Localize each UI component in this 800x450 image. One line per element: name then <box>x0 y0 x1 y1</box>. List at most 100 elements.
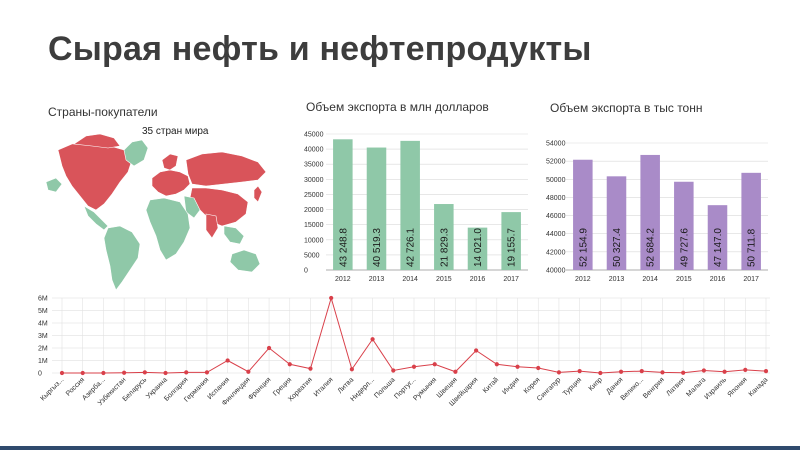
tons-y-tick: 54000 <box>546 141 566 148</box>
usd-value-label: 14 021.0 <box>473 228 484 267</box>
line-point <box>432 362 437 367</box>
line-point <box>577 369 582 374</box>
tons-value-label: 49 727.6 <box>679 228 690 267</box>
export-tons-chart-title: Объем экспорта в тыс тонн <box>550 101 703 115</box>
line-x-tick: Франция <box>247 376 272 401</box>
line-point <box>391 368 396 373</box>
tons-bar <box>606 176 627 270</box>
line-y-tick: 0 <box>38 371 42 378</box>
line-x-tick: Япония <box>727 376 749 398</box>
line-x-tick: Италия <box>313 376 335 398</box>
line-point <box>701 368 706 373</box>
line-x-tick: Израиль <box>703 376 728 401</box>
line-y-tick: 1M <box>38 358 48 365</box>
line-x-tick: Латвия <box>665 376 686 397</box>
line-x-tick: Корея <box>523 376 542 395</box>
tons-y-tick: 42000 <box>546 249 566 256</box>
line-point <box>142 370 147 375</box>
map-europe <box>151 169 191 197</box>
tons-bar <box>573 159 593 270</box>
tons-value-label: 47 147.0 <box>713 228 724 267</box>
line-y-tick: 3M <box>38 333 48 340</box>
line-x-tick: Китай <box>481 376 500 395</box>
line-point <box>80 370 85 376</box>
usd-x-tick: 2015 <box>436 276 452 283</box>
line-point <box>370 337 375 342</box>
usd-bar <box>501 212 521 270</box>
line-point <box>287 362 292 367</box>
tons-y-tick: 48000 <box>546 195 566 202</box>
tons-y-tick: 52000 <box>546 159 566 166</box>
map-japan <box>253 185 263 203</box>
usd-y-tick: 35000 <box>304 162 324 169</box>
tons-x-tick: 2017 <box>743 276 759 283</box>
line-point <box>536 365 541 371</box>
tons-x-tick: 2012 <box>575 276 591 283</box>
usd-x-tick: 2017 <box>503 276 519 283</box>
usd-bar <box>400 140 420 270</box>
usd-value-label: 43 248.8 <box>338 228 349 267</box>
line-point <box>494 362 499 367</box>
line-point <box>474 348 479 353</box>
tons-value-label: 50 711.8 <box>747 228 758 267</box>
line-x-tick: Кыргыз... <box>40 376 66 402</box>
line-y-tick: 4M <box>38 321 48 328</box>
usd-y-tick: 10000 <box>304 237 324 244</box>
line-point <box>59 370 65 376</box>
tons-x-tick: 2015 <box>676 276 692 283</box>
tons-x-tick: 2016 <box>710 276 726 283</box>
map-caption: Страны-покупатели <box>48 105 158 119</box>
line-point <box>225 358 230 363</box>
line-point <box>246 369 251 374</box>
usd-y-tick: 0 <box>304 268 308 275</box>
map-south-america <box>103 225 141 291</box>
line-x-tick: Дания <box>605 376 624 395</box>
map-greenland <box>123 139 149 167</box>
usd-y-tick: 30000 <box>304 177 324 184</box>
tons-value-label: 52 684.2 <box>646 228 657 267</box>
usd-x-tick: 2016 <box>470 276 486 283</box>
tons-value-label: 50 327.4 <box>612 228 623 267</box>
map-mexico <box>83 205 109 231</box>
map-africa <box>145 197 191 261</box>
line-x-tick: Турция <box>562 376 583 397</box>
line-point <box>204 370 210 375</box>
tons-x-tick: 2014 <box>642 276 658 283</box>
usd-x-tick: 2014 <box>402 276 418 283</box>
usd-bar <box>434 204 454 270</box>
line-point <box>618 369 624 374</box>
usd-y-tick: 40000 <box>304 147 324 154</box>
line-x-tick: Венгрия <box>642 376 666 400</box>
map-alaska <box>45 177 63 193</box>
usd-y-tick: 15000 <box>304 222 324 229</box>
usd-bar <box>366 147 387 270</box>
line-point <box>184 370 189 375</box>
tons-bar <box>640 154 660 270</box>
map-russia <box>185 151 267 187</box>
page-title: Сырая нефть и нефтепродукты <box>48 30 592 68</box>
usd-x-tick: 2013 <box>369 276 385 283</box>
line-point <box>411 364 417 369</box>
usd-value-label: 21 829.3 <box>439 228 450 267</box>
export-usd-chart-title: Объем экспорта в млн долларов <box>306 100 489 114</box>
bottom-strip <box>0 446 800 450</box>
line-x-tick: Кипр <box>588 376 604 392</box>
line-point <box>660 370 665 375</box>
line-point <box>266 345 272 351</box>
usd-y-tick: 25000 <box>304 192 324 199</box>
line-x-tick: Велико... <box>620 376 646 402</box>
line-point <box>763 369 769 374</box>
map-australia <box>229 249 261 273</box>
line-point <box>122 370 127 375</box>
line-point <box>163 370 168 376</box>
tons-y-tick: 44000 <box>546 231 566 238</box>
usd-y-tick: 5000 <box>304 252 320 259</box>
tons-y-tick: 46000 <box>546 213 566 220</box>
line-x-tick: Литва <box>337 376 356 395</box>
map-canada-north <box>73 133 121 149</box>
usd-y-tick: 20000 <box>304 207 324 214</box>
line-point <box>639 369 644 374</box>
line-point <box>598 370 603 376</box>
